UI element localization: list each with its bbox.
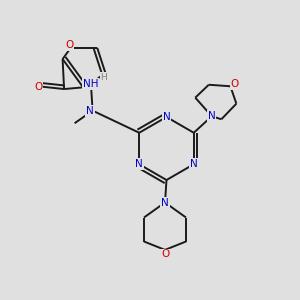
Text: N: N <box>208 111 216 121</box>
Text: N: N <box>86 106 94 116</box>
Text: N: N <box>161 197 169 208</box>
Text: N: N <box>135 159 143 169</box>
Text: NH: NH <box>83 79 98 89</box>
Text: O: O <box>34 82 42 92</box>
Text: O: O <box>161 249 169 260</box>
Text: N: N <box>163 112 170 122</box>
Text: H: H <box>100 73 107 82</box>
Text: O: O <box>65 40 74 50</box>
Text: N: N <box>190 159 198 169</box>
Text: O: O <box>231 79 239 89</box>
